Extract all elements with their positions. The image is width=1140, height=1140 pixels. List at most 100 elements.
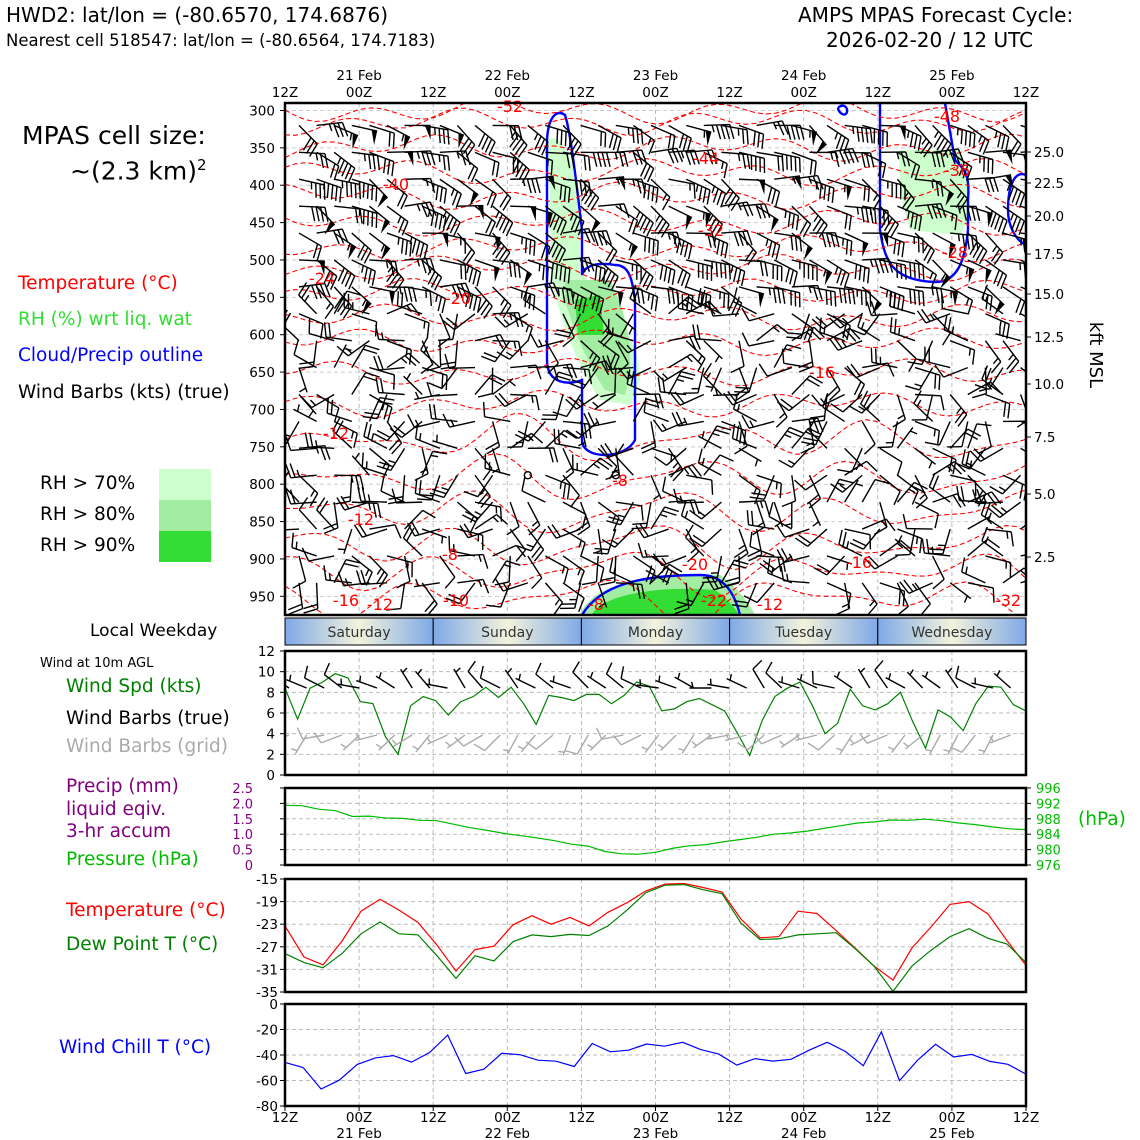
wind-barb	[580, 555, 605, 583]
wind-barb	[336, 495, 370, 511]
barb-half	[866, 403, 872, 411]
wind-barb	[562, 227, 596, 244]
barb-full	[816, 417, 824, 433]
barb-full	[485, 441, 499, 451]
wind-barb	[335, 475, 353, 505]
barb-full	[870, 301, 877, 316]
barb-half	[653, 494, 660, 501]
barb-full	[848, 215, 852, 231]
barb-full	[958, 161, 966, 177]
wind-barb-true	[857, 667, 871, 689]
barb-staff	[404, 509, 424, 530]
wind-barb	[509, 528, 527, 562]
barb-full	[324, 207, 329, 222]
barb-full	[324, 153, 329, 169]
wind-barb	[368, 178, 389, 208]
barb-full	[719, 263, 723, 278]
barb-full	[935, 152, 941, 168]
barb-full	[1005, 136, 1010, 152]
barb-full	[465, 144, 476, 158]
wind-barb	[355, 569, 388, 586]
barb-full	[734, 559, 749, 565]
barb-half	[635, 211, 641, 219]
barb-staff	[368, 178, 389, 199]
barb-half	[684, 510, 689, 519]
barb-full	[746, 154, 751, 170]
barb-half	[361, 299, 367, 307]
wind-barb-grid	[753, 733, 783, 745]
barb-full	[905, 198, 915, 212]
wind-barb	[914, 178, 944, 197]
chill-tick-label: 0	[269, 997, 278, 1013]
barb-half	[725, 188, 731, 196]
wind-barb	[738, 124, 765, 149]
barb-full	[834, 232, 840, 248]
barb-full	[362, 182, 365, 198]
barb-full	[857, 384, 866, 398]
wind-barb	[643, 397, 669, 423]
wind-barb	[731, 423, 757, 449]
wind-barb	[545, 259, 571, 284]
wind-barb-true	[323, 662, 343, 689]
barb-full	[809, 328, 822, 341]
barb-full	[339, 187, 342, 203]
wind-barb	[914, 366, 941, 390]
barb-full	[348, 167, 356, 183]
barb-staff	[595, 555, 599, 582]
wind-barb	[580, 205, 601, 235]
wind-barb	[580, 259, 606, 284]
barb-staff	[943, 366, 969, 378]
barb-full	[435, 185, 439, 201]
wind-barb	[967, 232, 988, 265]
barb-full	[544, 246, 551, 262]
wind-barb	[492, 232, 511, 266]
wind-barb-grid	[849, 734, 871, 747]
wind-barb	[685, 205, 712, 229]
wind-barb	[931, 555, 945, 590]
barb-half	[518, 673, 522, 681]
barb-flag	[319, 260, 325, 276]
barb-full	[546, 266, 549, 282]
barb-full	[616, 137, 622, 153]
barb-staff	[576, 734, 589, 755]
wind-barb	[351, 259, 376, 286]
temperature-contour	[285, 208, 1026, 237]
barb-flag	[948, 242, 956, 258]
barb-full	[1001, 220, 1008, 235]
wind-barb-grid	[291, 734, 308, 755]
barb-half	[417, 668, 423, 675]
barb-half	[931, 546, 934, 555]
wind-barb	[705, 367, 723, 392]
barb-full	[311, 206, 316, 222]
barb-full	[492, 242, 502, 256]
barb-half	[492, 516, 499, 523]
wind-barb	[386, 124, 411, 151]
barb-staff	[509, 528, 527, 551]
barb-full	[605, 247, 615, 262]
wind-barb	[484, 453, 511, 476]
barb-full	[526, 178, 532, 194]
barb-full	[496, 351, 511, 360]
wind-barb	[632, 398, 661, 422]
barb-full	[483, 305, 493, 319]
barb-staff	[817, 734, 836, 751]
top-hour-label: 12Z	[1013, 85, 1039, 101]
barb-full	[909, 262, 912, 278]
barb-full	[680, 501, 687, 516]
wind-barb	[308, 318, 335, 342]
barb-full	[333, 165, 340, 181]
barb-full	[829, 290, 833, 306]
wind-barb	[738, 500, 770, 516]
wind-barb	[333, 344, 352, 368]
barb-half	[520, 291, 523, 299]
wind-barb	[826, 327, 861, 342]
barb-full	[807, 742, 819, 751]
barb-flag	[348, 244, 356, 260]
wind-barb	[541, 394, 564, 421]
barb-half	[1010, 213, 1015, 221]
barb-half	[729, 673, 733, 681]
wind-barb	[316, 178, 342, 203]
barb-full	[935, 288, 940, 304]
wind-barb	[615, 205, 639, 235]
barb-full	[477, 299, 487, 313]
